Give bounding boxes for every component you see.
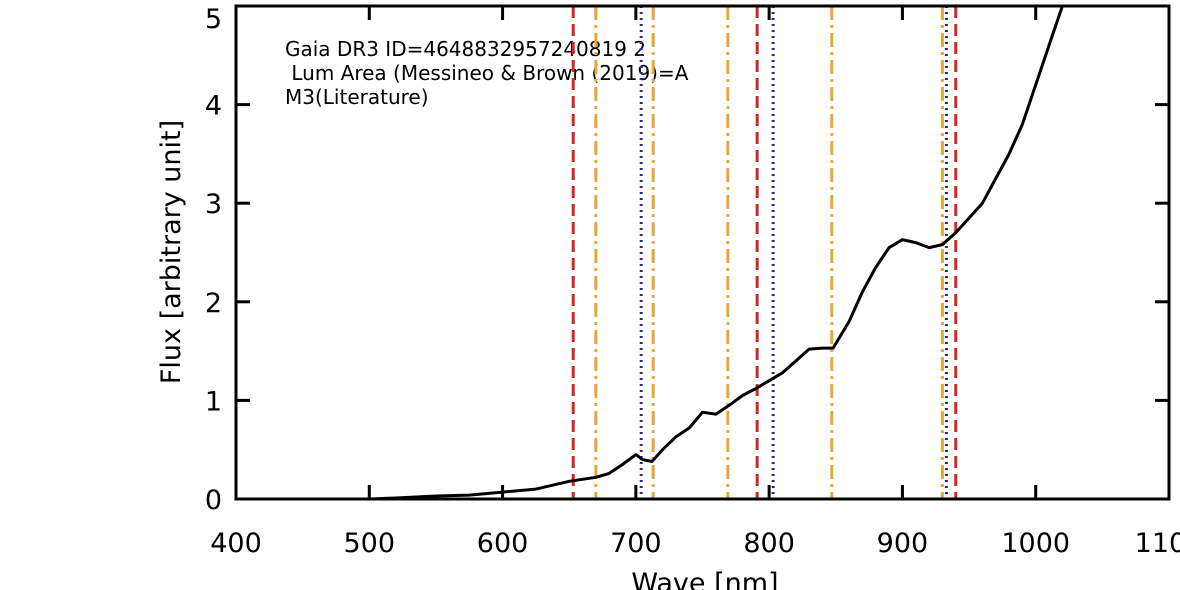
annotation: Gaia DR3 ID=4648832957240819 2 xyxy=(285,37,646,61)
x-tick-label: 800 xyxy=(743,528,795,559)
data-line xyxy=(369,5,1064,501)
annotation: M3(Literature) xyxy=(285,85,429,109)
annotation: Lum Area (Messineo & Brown (2019)=A xyxy=(285,61,689,85)
y-tick-label: 4 xyxy=(205,91,222,122)
x-tick-label: 700 xyxy=(610,528,662,559)
plot-frame xyxy=(234,4,1171,501)
x-tick-label: 600 xyxy=(477,528,529,559)
y-tick-label: 0 xyxy=(205,485,222,516)
x-tick-label: 1000 xyxy=(1001,528,1070,559)
x-tick-label: 900 xyxy=(877,528,929,559)
x-axis-label: Wave [nm] xyxy=(631,568,778,590)
x-tick-label: 500 xyxy=(344,528,396,559)
y-tick-label: 2 xyxy=(205,288,222,319)
x-tick-label: 400 xyxy=(210,528,262,559)
y-tick-label: 3 xyxy=(205,189,222,220)
y-tick-label: 5 xyxy=(205,4,222,35)
y-axis-label: Flux [arbitrary unit] xyxy=(156,120,187,384)
y-tick-label: 1 xyxy=(205,386,222,417)
